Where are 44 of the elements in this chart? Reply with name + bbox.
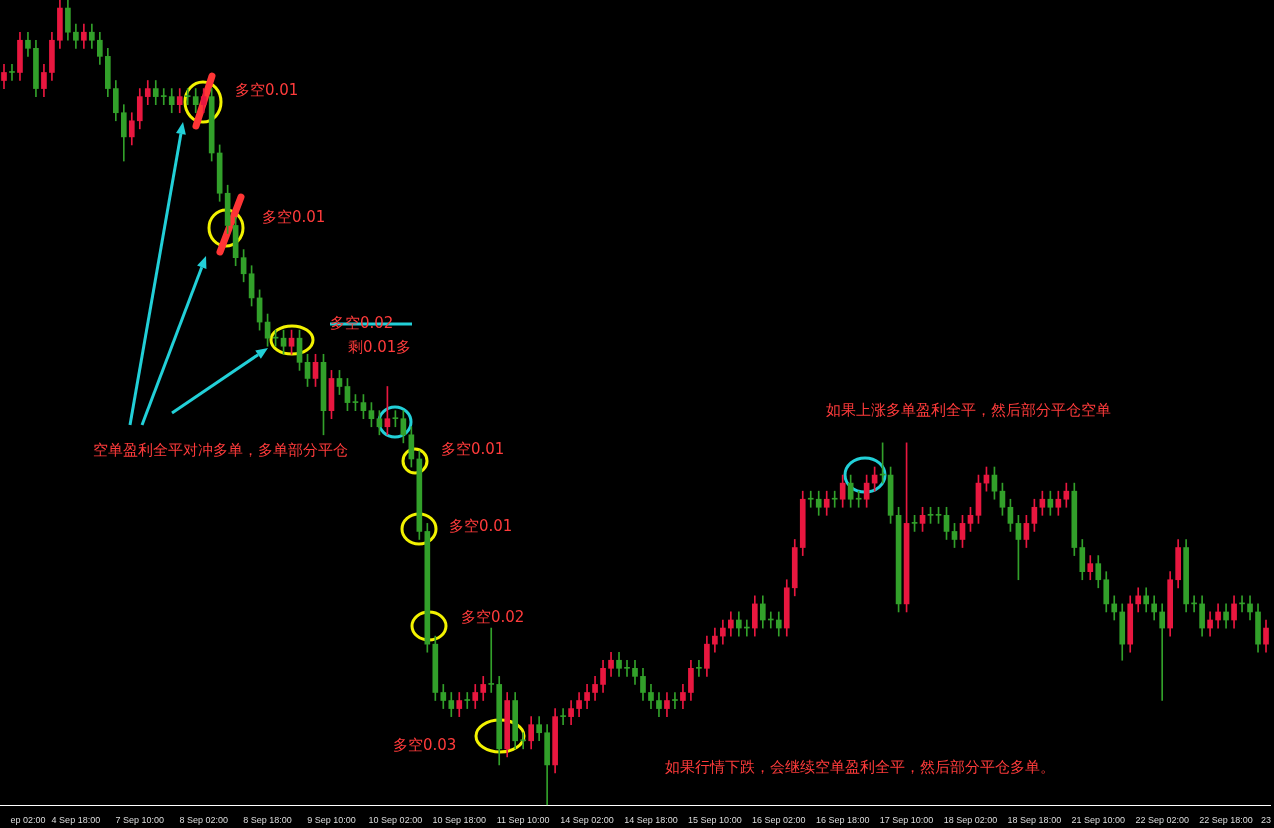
candlestick <box>560 708 566 726</box>
x-tick-label: 16 Sep 02:00 <box>751 815 806 826</box>
x-tick-label: ep 02:00 <box>10 815 46 826</box>
annotation: 多空0.01 <box>449 517 513 535</box>
x-tick-label: 22 Sep 02:00 <box>1135 815 1189 826</box>
annotation: 如果行情下跌，会继续空单盈利全平，然后部分平仓多单。 <box>665 758 1055 776</box>
x-tick-label: 8 Sep 02:00 <box>179 815 228 826</box>
x-tick-label: 23 <box>1261 815 1272 826</box>
candlestick <box>160 88 167 106</box>
x-tick-label: 18 Sep 02:00 <box>943 815 998 826</box>
candlestick <box>672 692 678 709</box>
x-tick-label: 17 Sep 10:00 <box>879 815 934 826</box>
candlestick <box>624 659 630 677</box>
candlestick <box>1159 603 1165 701</box>
candlestick <box>807 490 814 508</box>
x-tick-label: 4 Sep 18:00 <box>51 815 101 826</box>
candlestick <box>9 64 15 81</box>
annotation: 多空0.01 <box>235 81 299 99</box>
annotation: 如果上涨多单盈利全平，然后部分平仓空单 <box>826 401 1111 419</box>
candlestick <box>464 692 471 709</box>
annotation: 多空0.03 <box>393 736 457 754</box>
x-tick-label: 16 Sep 18:00 <box>815 815 870 826</box>
candlestick <box>696 659 702 677</box>
candlestick <box>184 88 191 106</box>
x-tick-label: 15 Sep 10:00 <box>688 815 742 826</box>
x-tick-label: 8 Sep 18:00 <box>243 815 292 826</box>
x-tick-label: 18 Sep 18:00 <box>1007 815 1062 826</box>
x-tick-label: 14 Sep 02:00 <box>560 815 614 826</box>
x-tick-label: 22 Sep 18:00 <box>1199 815 1253 826</box>
x-tick-label: 21 Sep 10:00 <box>1071 815 1126 826</box>
candlestick <box>488 627 495 693</box>
x-tick-label: 7 Sep 10:00 <box>115 815 165 826</box>
x-tick-label: 10 Sep 18:00 <box>432 815 487 826</box>
annotation: 多空0.02 <box>461 608 525 626</box>
x-tick-label: 9 Sep 10:00 <box>307 815 356 826</box>
x-tick-label: 11 Sep 10:00 <box>496 815 550 826</box>
annotation: 多空0.01 <box>262 208 326 226</box>
annotation: 多空0.01 <box>441 440 505 458</box>
x-tick-label: 14 Sep 18:00 <box>624 815 678 826</box>
candlestick <box>520 732 527 750</box>
annotation: 剩0.01多 <box>348 338 412 356</box>
candlestick <box>831 490 838 508</box>
x-tick-label: 10 Sep 02:00 <box>368 815 423 826</box>
annotation: 空单盈利全平对冲多单，多单部分平仓 <box>93 441 348 459</box>
